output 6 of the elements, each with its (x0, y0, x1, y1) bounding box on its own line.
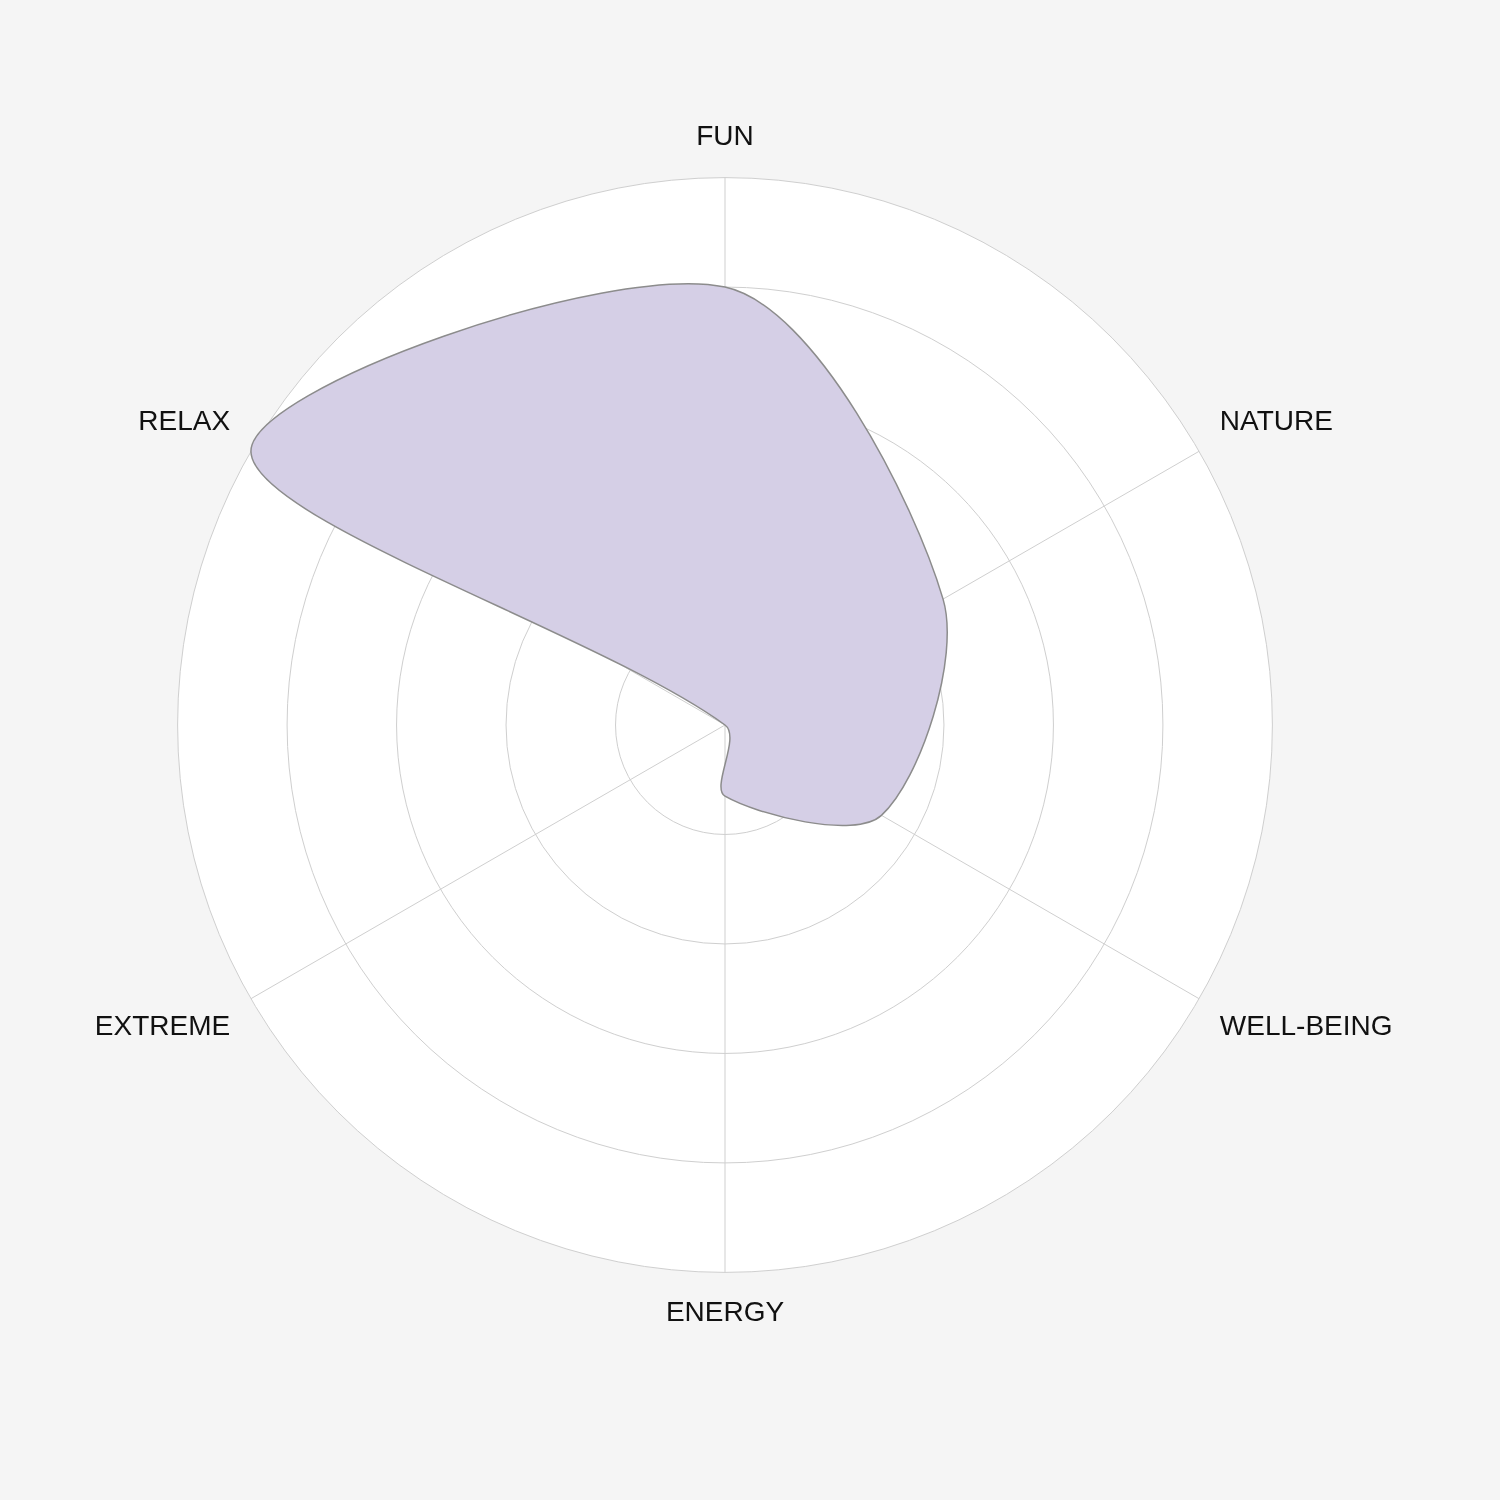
spoke-label: EXTREME (94, 1010, 231, 1042)
spoke-label: WELL-BEING (1219, 1010, 1393, 1042)
spoke-label: FUN (696, 119, 754, 151)
spoke-label: RELAX (138, 405, 231, 437)
spoke-label: ENERGY (665, 1295, 785, 1327)
spoke-label: NATURE (1219, 405, 1333, 437)
